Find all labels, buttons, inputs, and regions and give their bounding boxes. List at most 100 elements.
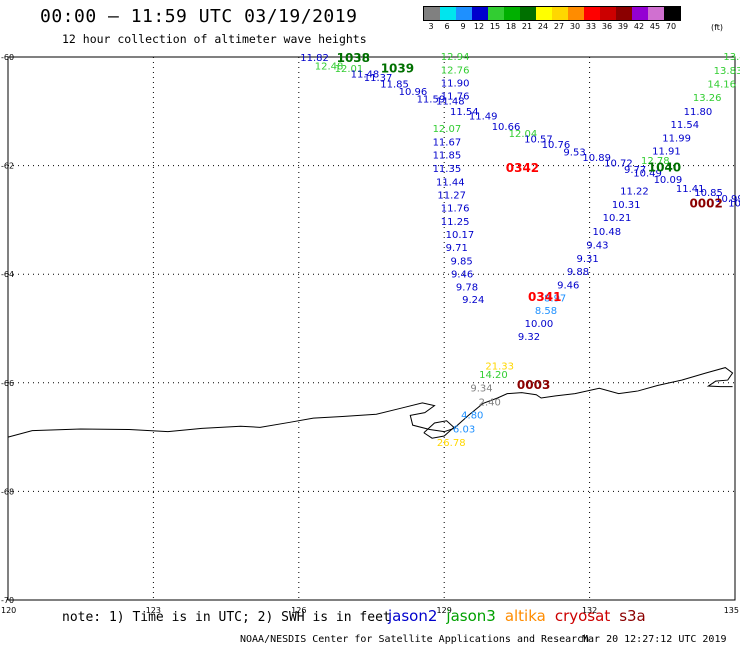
wave-height-label: 10.31 <box>612 200 641 211</box>
wave-height-label: 10.17 <box>446 230 475 241</box>
coastline-island <box>423 420 455 439</box>
legend-label: 24 <box>537 22 549 31</box>
wave-height-label: 11.90 <box>441 79 470 90</box>
wave-height-label: 10.00 <box>525 319 554 330</box>
wave-height-label: 11.48 <box>351 69 380 80</box>
wave-height-label: 11.76 <box>441 92 470 103</box>
page-title: 00:00 – 11:59 UTC 03/19/2019 <box>40 6 358 27</box>
coastline <box>7 367 734 438</box>
legend-unit: (ft) <box>711 23 724 32</box>
wave-height-label: 9.46 <box>451 270 473 281</box>
wave-height-label: 9.31 <box>577 254 599 265</box>
lon-tick-label: 135 <box>724 606 739 615</box>
lon-tick-label: 120 <box>1 606 16 615</box>
wave-height-label: 11.59 <box>417 94 446 105</box>
wave-height-label: 11.27 <box>437 190 466 201</box>
track-time-label: 1040 <box>648 161 681 175</box>
timestamp-text: Mar 20 12:27:12 UTC 2019 <box>582 634 727 645</box>
wave-height-label: 10.57 <box>524 134 553 145</box>
wave-height-label: 10.96 <box>399 87 428 98</box>
legend-swatch <box>456 7 472 20</box>
satellite-name: altika <box>504 607 546 625</box>
wave-height-label: 11.54 <box>450 107 479 118</box>
footer-note: note: 1) Time is in UTC; 2) SWH is in fe… <box>62 610 391 625</box>
wave-height-label: 13.48 <box>723 52 740 63</box>
wave-height-label: 9.77 <box>624 165 646 176</box>
legend-bar <box>423 6 681 21</box>
wave-height-label: 2.40 <box>479 397 501 408</box>
color-legend: 3 6 9 12 15 18 21 24 27 30 33 36 39 42 45 70 (ft) <box>423 6 723 32</box>
legend-label: 12 <box>473 22 485 31</box>
track-time-label: 0003 <box>517 378 550 392</box>
wave-height-label: 9.24 <box>462 295 484 306</box>
wave-height-label: 10.21 <box>603 213 632 224</box>
wave-height-label: 11.67 <box>433 138 462 149</box>
wave-height-label: 14.20 <box>479 370 508 381</box>
wave-height-label: 11.49 <box>469 112 498 123</box>
legend-swatch <box>568 7 584 20</box>
satellite-legend: jason2 jason3 altika cryosat s3a <box>388 607 655 625</box>
legend-swatch <box>664 7 680 20</box>
track-time-label: 1039 <box>381 61 414 75</box>
map-frame <box>7 56 736 601</box>
satellite-name: s3a <box>619 607 646 625</box>
wave-height-label: 9.53 <box>563 147 585 158</box>
wave-height-label: 11.85 <box>380 80 409 91</box>
legend-label: 18 <box>505 22 517 31</box>
lat-tick-label: -70 <box>1 596 14 605</box>
wave-height-label: 10.72 <box>604 158 633 169</box>
wave-height-label: 11.22 <box>620 187 649 198</box>
page-subtitle: 12 hour collection of altimeter wave hei… <box>62 32 367 46</box>
wave-height-label: 10.99 <box>715 194 740 205</box>
legend-swatch <box>504 7 520 20</box>
legend-label: 70 <box>665 22 677 31</box>
wave-height-label: 11.35 <box>433 164 462 175</box>
wave-height-label: 12.07 <box>433 124 462 135</box>
wave-height-label: 8.58 <box>535 306 557 317</box>
wave-height-label: 11.37 <box>364 73 393 84</box>
legend-label: 33 <box>585 22 597 31</box>
wave-height-label: 11.41 <box>676 184 705 195</box>
wave-height-label: 11.76 <box>441 203 470 214</box>
legend-label: 21 <box>521 22 533 31</box>
legend-swatch <box>536 7 552 20</box>
wave-height-label: 9.78 <box>456 283 478 294</box>
legend-labels: 3 6 9 12 15 18 21 24 27 30 33 36 39 42 45 70 <box>423 22 681 31</box>
lon-tick-label: 129 <box>437 606 452 615</box>
wave-height-label: 9.88 <box>567 267 589 278</box>
wave-height-label: 11.25 <box>441 217 470 228</box>
legend-swatch <box>600 7 616 20</box>
wave-height-label: 12.48 <box>315 62 344 73</box>
legend-swatch <box>424 7 440 20</box>
lat-tick-label: -60 <box>1 53 14 62</box>
wave-height-label: 10.4 <box>728 199 740 210</box>
wave-height-label: 10.49 <box>633 169 662 180</box>
wave-height-label: 9.34 <box>470 384 492 395</box>
wave-height-label: 11.91 <box>652 146 681 157</box>
legend-swatch <box>584 7 600 20</box>
lon-tick-label: 126 <box>291 606 306 615</box>
legend-label: 42 <box>633 22 645 31</box>
legend-swatch <box>520 7 536 20</box>
legend-label: 3 <box>428 22 434 31</box>
wave-height-label: 11.85 <box>433 151 462 162</box>
satellite-name: jason2 <box>388 607 438 625</box>
legend-swatch <box>488 7 504 20</box>
legend-label: 30 <box>569 22 581 31</box>
wave-height-label: 11.82 <box>300 53 329 64</box>
wave-height-label: 9.46 <box>557 281 579 292</box>
wave-height-label: 13.26 <box>693 93 722 104</box>
wave-height-label: 12.78 <box>641 156 670 167</box>
track-time-label: 0341 <box>528 290 561 304</box>
wave-height-label: 11.99 <box>662 133 691 144</box>
wave-height-label: 10.85 <box>694 188 723 199</box>
legend-label: 36 <box>601 22 613 31</box>
wave-height-label: 11.44 <box>436 177 465 188</box>
track-time-label: 1038 <box>337 51 370 65</box>
track-time-label: 0002 <box>689 197 722 211</box>
wave-height-label: 12.04 <box>509 129 538 140</box>
lat-tick-label: -68 <box>1 487 14 496</box>
wave-height-label: 11.54 <box>671 120 700 131</box>
wave-height-label: 10.09 <box>654 175 683 186</box>
